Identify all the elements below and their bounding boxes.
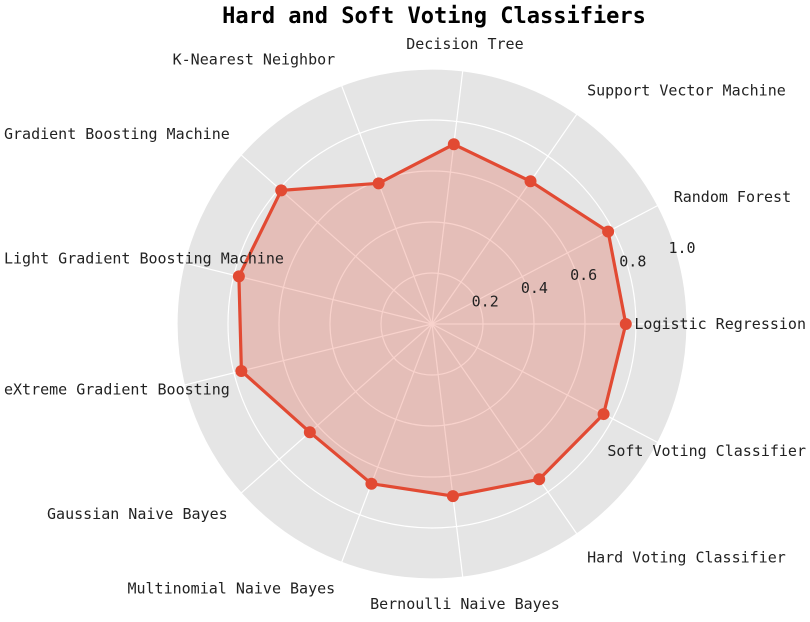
- category-label-4: K-Nearest Neighbor: [173, 51, 336, 69]
- angular-gridline-2: [431, 113, 578, 325]
- chart-title: Hard and Soft Voting Classifiers: [222, 4, 646, 29]
- angular-gridline-5: [240, 154, 433, 325]
- series-line: [237, 142, 628, 498]
- data-point-2: [524, 175, 537, 188]
- category-label-0: Logistic Regression: [634, 315, 806, 333]
- rtick-label-3: 0.8: [619, 252, 646, 270]
- data-point-8: [303, 426, 316, 439]
- category-label-9: Multinomial Naive Bayes: [127, 579, 335, 597]
- data-point-0: [619, 318, 632, 330]
- angular-gridline-4: [341, 85, 433, 325]
- category-label-3: Decision Tree: [406, 35, 523, 53]
- category-label-11: Hard Voting Classifier: [587, 549, 786, 567]
- category-label-7: eXtreme Gradient Boosting: [4, 380, 230, 398]
- angular-gridline-6: [184, 262, 433, 325]
- rtick-label-4: 1.0: [668, 239, 695, 257]
- angular-gridline-8: [240, 323, 433, 494]
- series-area: [238, 144, 626, 497]
- angular-gridline-3: [431, 70, 464, 325]
- rtick-label-1: 0.4: [521, 279, 548, 297]
- category-labels: Logistic Regression Random Forest Support …: [4, 35, 806, 613]
- angular-gridline-1: [431, 204, 659, 325]
- radial-tick-labels: 0.2 0.4 0.6 0.8 1.0: [472, 239, 696, 311]
- category-label-12: Soft Voting Classifier: [607, 442, 806, 460]
- grid-lines: [176, 68, 688, 580]
- data-point-12: [597, 408, 610, 421]
- angular-gridline-7: [184, 323, 433, 386]
- category-label-10: Bernoulli Naive Bayes: [370, 595, 560, 613]
- data-point-11: [533, 473, 546, 486]
- category-label-8: Gaussian Naive Bayes: [47, 505, 228, 523]
- category-label-2: Support Vector Machine: [587, 81, 786, 99]
- angular-gridline-10: [431, 323, 464, 578]
- rtick-label-2: 0.6: [570, 266, 597, 284]
- angular-gridline-11: [431, 323, 578, 535]
- category-label-6: Light Gradient Boosting Machine: [4, 250, 284, 268]
- category-label-5: Gradient Boosting Machine: [4, 125, 230, 143]
- angular-gridline-9: [341, 323, 433, 563]
- data-point-6: [232, 270, 245, 283]
- data-point-10: [446, 490, 459, 503]
- angular-gridline-12: [431, 323, 659, 444]
- data-point-9: [365, 477, 378, 490]
- data-series: [232, 138, 632, 503]
- data-point-3: [447, 138, 460, 151]
- data-point-4: [372, 177, 385, 190]
- rtick-label-0: 0.2: [472, 293, 499, 311]
- data-point-1: [602, 225, 615, 238]
- data-point-7: [235, 364, 248, 377]
- data-point-5: [275, 184, 288, 197]
- category-label-1: Random Forest: [674, 188, 791, 206]
